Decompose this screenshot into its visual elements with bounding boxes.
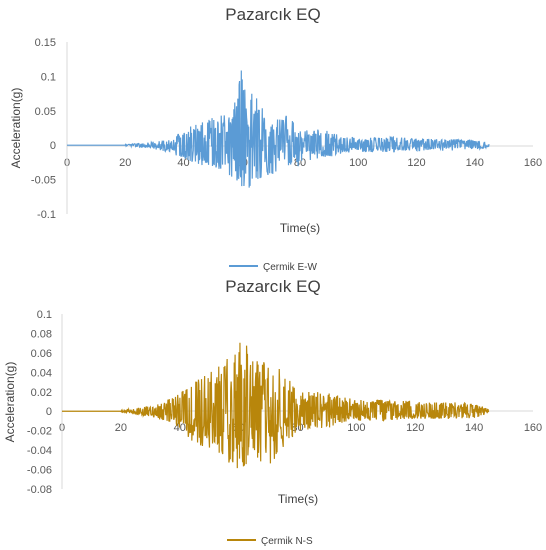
- chart-ns-x-tick: 100: [347, 422, 365, 434]
- chart-ew-series-line: [67, 70, 490, 188]
- chart-ew-title: Pazarcık EQ: [225, 5, 320, 24]
- chart-ns-x-tick: 140: [465, 422, 483, 434]
- chart-ew-x-tick: 40: [177, 157, 189, 169]
- chart-ew-x-tick: 80: [294, 157, 306, 169]
- chart-ns-ylabel: Acceleration(g): [3, 362, 17, 443]
- chart-ew-ylabel: Acceleration(g): [9, 88, 23, 169]
- chart-ns-y-tick: -0.06: [27, 465, 52, 477]
- chart-ew-xlabel: Time(s): [280, 221, 320, 235]
- chart-ns-xlabel: Time(s): [278, 492, 318, 506]
- chart-ew-x-ticks: 020406080100120140160: [64, 157, 542, 169]
- chart-ns-y-tick: 0.08: [31, 328, 52, 340]
- chart-ns-y-tick: -0.04: [27, 445, 52, 457]
- chart-ns-y-tick: -0.02: [27, 426, 52, 438]
- chart-ew-y-tick: 0.15: [35, 37, 56, 49]
- chart-ns-y-ticks: -0.08 -0.06 -0.04 -0.02 0 0.02 0.04 0.06 0.08 0.1: [27, 309, 52, 496]
- chart-ew-legend-label: Çermik E-W: [263, 262, 317, 273]
- chart-ew-x-tick: 100: [349, 157, 367, 169]
- chart-ns-y-tick: 0.04: [31, 367, 52, 379]
- chart-ew-y-tick: -0.1: [37, 209, 56, 221]
- chart-ew-x-tick: 140: [466, 157, 484, 169]
- chart-ns-title: Pazarcık EQ: [225, 277, 320, 296]
- chart-ew-y-tick: 0.05: [35, 106, 56, 118]
- chart-ew-x-tick: 20: [119, 157, 131, 169]
- chart-ew-y-tick: 0: [50, 140, 56, 152]
- chart-ns-series-line: [62, 342, 490, 469]
- chart-ns-y-tick: -0.08: [27, 484, 52, 496]
- chart-ns-y-tick: 0.1: [37, 309, 52, 321]
- chart-ns-x-tick: 20: [115, 422, 127, 434]
- chart-ew-legend: Çermik E-W: [229, 262, 317, 273]
- chart-ns-legend-label: Çermik N-S: [261, 536, 313, 547]
- chart-ew-x-tick: 120: [407, 157, 425, 169]
- chart-ns-x-tick: 120: [406, 422, 424, 434]
- chart-ns-y-tick: 0: [46, 406, 52, 418]
- chart-ns: Pazarcık EQ -0.08 -0.06 -0.04 -0.02 0 0.02 0.0…: [3, 277, 542, 547]
- chart-ew-y-ticks: -0.1 -0.05 0 0.05 0.1 0.15: [31, 37, 56, 221]
- chart-ns-y-tick: 0.06: [31, 348, 52, 360]
- chart-ew-x-tick: 160: [524, 157, 542, 169]
- chart-ew-y-tick: 0.1: [41, 71, 56, 83]
- chart-ns-y-tick: 0.02: [31, 387, 52, 399]
- chart-ew-y-tick: -0.05: [31, 175, 56, 187]
- chart-ns-legend: Çermik N-S: [227, 536, 313, 547]
- chart-ns-x-tick: 160: [524, 422, 542, 434]
